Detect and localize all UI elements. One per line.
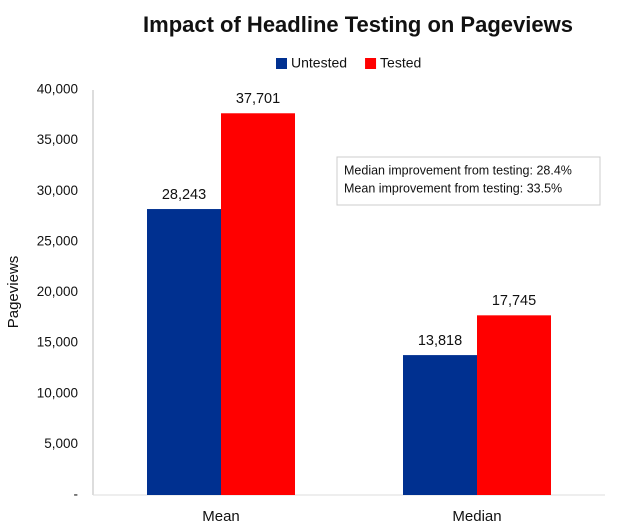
y-tick-label: 5,000 xyxy=(44,436,78,451)
y-tick-label: 15,000 xyxy=(37,335,78,350)
legend-swatch xyxy=(365,58,377,69)
y-tick-label: 40,000 xyxy=(37,82,78,97)
bar xyxy=(403,355,477,495)
annotation-box xyxy=(336,156,601,206)
data-label: 13,818 xyxy=(418,333,462,349)
data-label: 17,745 xyxy=(492,293,536,309)
legend-label: Untested xyxy=(291,55,347,71)
x-tick-label: Median xyxy=(452,508,501,525)
bar xyxy=(147,209,221,496)
y-axis-label: Pageviews xyxy=(5,256,22,329)
y-tick-label: 30,000 xyxy=(37,183,78,198)
y-tick-label: 25,000 xyxy=(37,233,78,248)
y-tick-label: 10,000 xyxy=(37,385,78,400)
y-tick-label: - xyxy=(74,487,79,502)
chart-title: Impact of Headline Testing on Pageviews xyxy=(143,12,573,37)
data-label: 28,243 xyxy=(162,187,206,203)
bar xyxy=(221,113,295,495)
annotation: Mean improvement from testing: 33.5% xyxy=(344,181,562,195)
y-tick-label: 35,000 xyxy=(37,132,78,147)
legend-swatch xyxy=(276,58,287,69)
x-tick-label: Mean xyxy=(202,508,240,525)
data-label: 37,701 xyxy=(236,91,280,107)
legend-label: Tested xyxy=(380,55,421,71)
y-tick-label: 20,000 xyxy=(37,284,78,299)
annotation: Median improvement from testing: 28.4% xyxy=(344,163,572,177)
bar xyxy=(477,315,551,495)
